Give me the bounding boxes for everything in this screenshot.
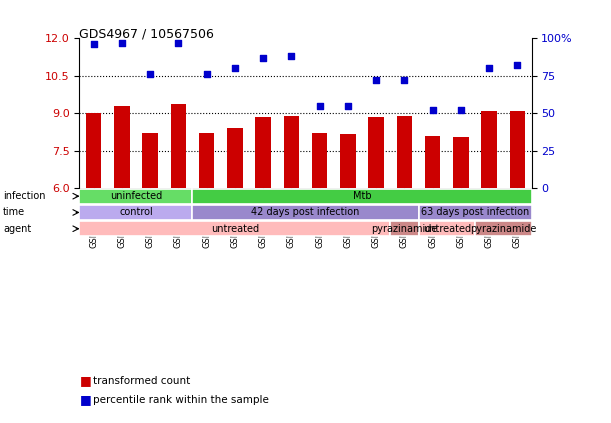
Text: 63 days post infection: 63 days post infection (421, 207, 529, 217)
FancyBboxPatch shape (79, 205, 192, 220)
Bar (340, 134, 356, 188)
Bar (425, 135, 441, 188)
Text: GDS4967 / 10567506: GDS4967 / 10567506 (79, 27, 214, 41)
Text: ■: ■ (79, 393, 91, 406)
Text: uninfected: uninfected (110, 191, 162, 201)
Point (513, 62, 522, 69)
Text: pyrazinamide: pyrazinamide (470, 224, 536, 234)
Point (428, 107, 437, 113)
Bar (255, 117, 271, 188)
FancyBboxPatch shape (192, 205, 419, 220)
FancyBboxPatch shape (390, 221, 419, 236)
Bar (510, 110, 525, 188)
Point (230, 65, 240, 71)
Point (400, 77, 409, 83)
Bar (453, 137, 469, 188)
Bar (368, 117, 384, 188)
Text: infection: infection (3, 191, 46, 201)
FancyBboxPatch shape (419, 205, 532, 220)
Point (117, 39, 126, 46)
Point (258, 54, 268, 61)
Bar (284, 115, 299, 188)
Text: untreated: untreated (423, 224, 471, 234)
Text: ■: ■ (79, 374, 91, 387)
Point (315, 102, 324, 109)
Point (371, 77, 381, 83)
Text: time: time (3, 207, 25, 217)
Point (202, 71, 211, 77)
Text: pyrazinamide: pyrazinamide (371, 224, 437, 234)
Text: Mtb: Mtb (353, 191, 371, 201)
Point (287, 53, 296, 60)
Bar (199, 133, 214, 188)
Text: control: control (119, 207, 153, 217)
Bar (170, 104, 186, 188)
Bar (86, 113, 101, 188)
FancyBboxPatch shape (79, 221, 390, 236)
Bar (312, 133, 327, 188)
Text: agent: agent (3, 224, 31, 234)
Bar (114, 106, 130, 188)
Point (145, 71, 155, 77)
Bar (481, 110, 497, 188)
Text: percentile rank within the sample: percentile rank within the sample (93, 395, 269, 405)
Text: untreated: untreated (211, 224, 259, 234)
Point (89, 41, 98, 47)
Point (485, 65, 494, 71)
Bar (227, 128, 243, 188)
Text: transformed count: transformed count (93, 376, 190, 386)
FancyBboxPatch shape (192, 189, 532, 203)
FancyBboxPatch shape (79, 189, 192, 203)
FancyBboxPatch shape (475, 221, 532, 236)
Text: 42 days post infection: 42 days post infection (251, 207, 360, 217)
Bar (397, 115, 412, 188)
Point (343, 102, 353, 109)
Point (174, 39, 183, 46)
FancyBboxPatch shape (419, 221, 475, 236)
Point (456, 107, 466, 113)
Bar (142, 133, 158, 188)
